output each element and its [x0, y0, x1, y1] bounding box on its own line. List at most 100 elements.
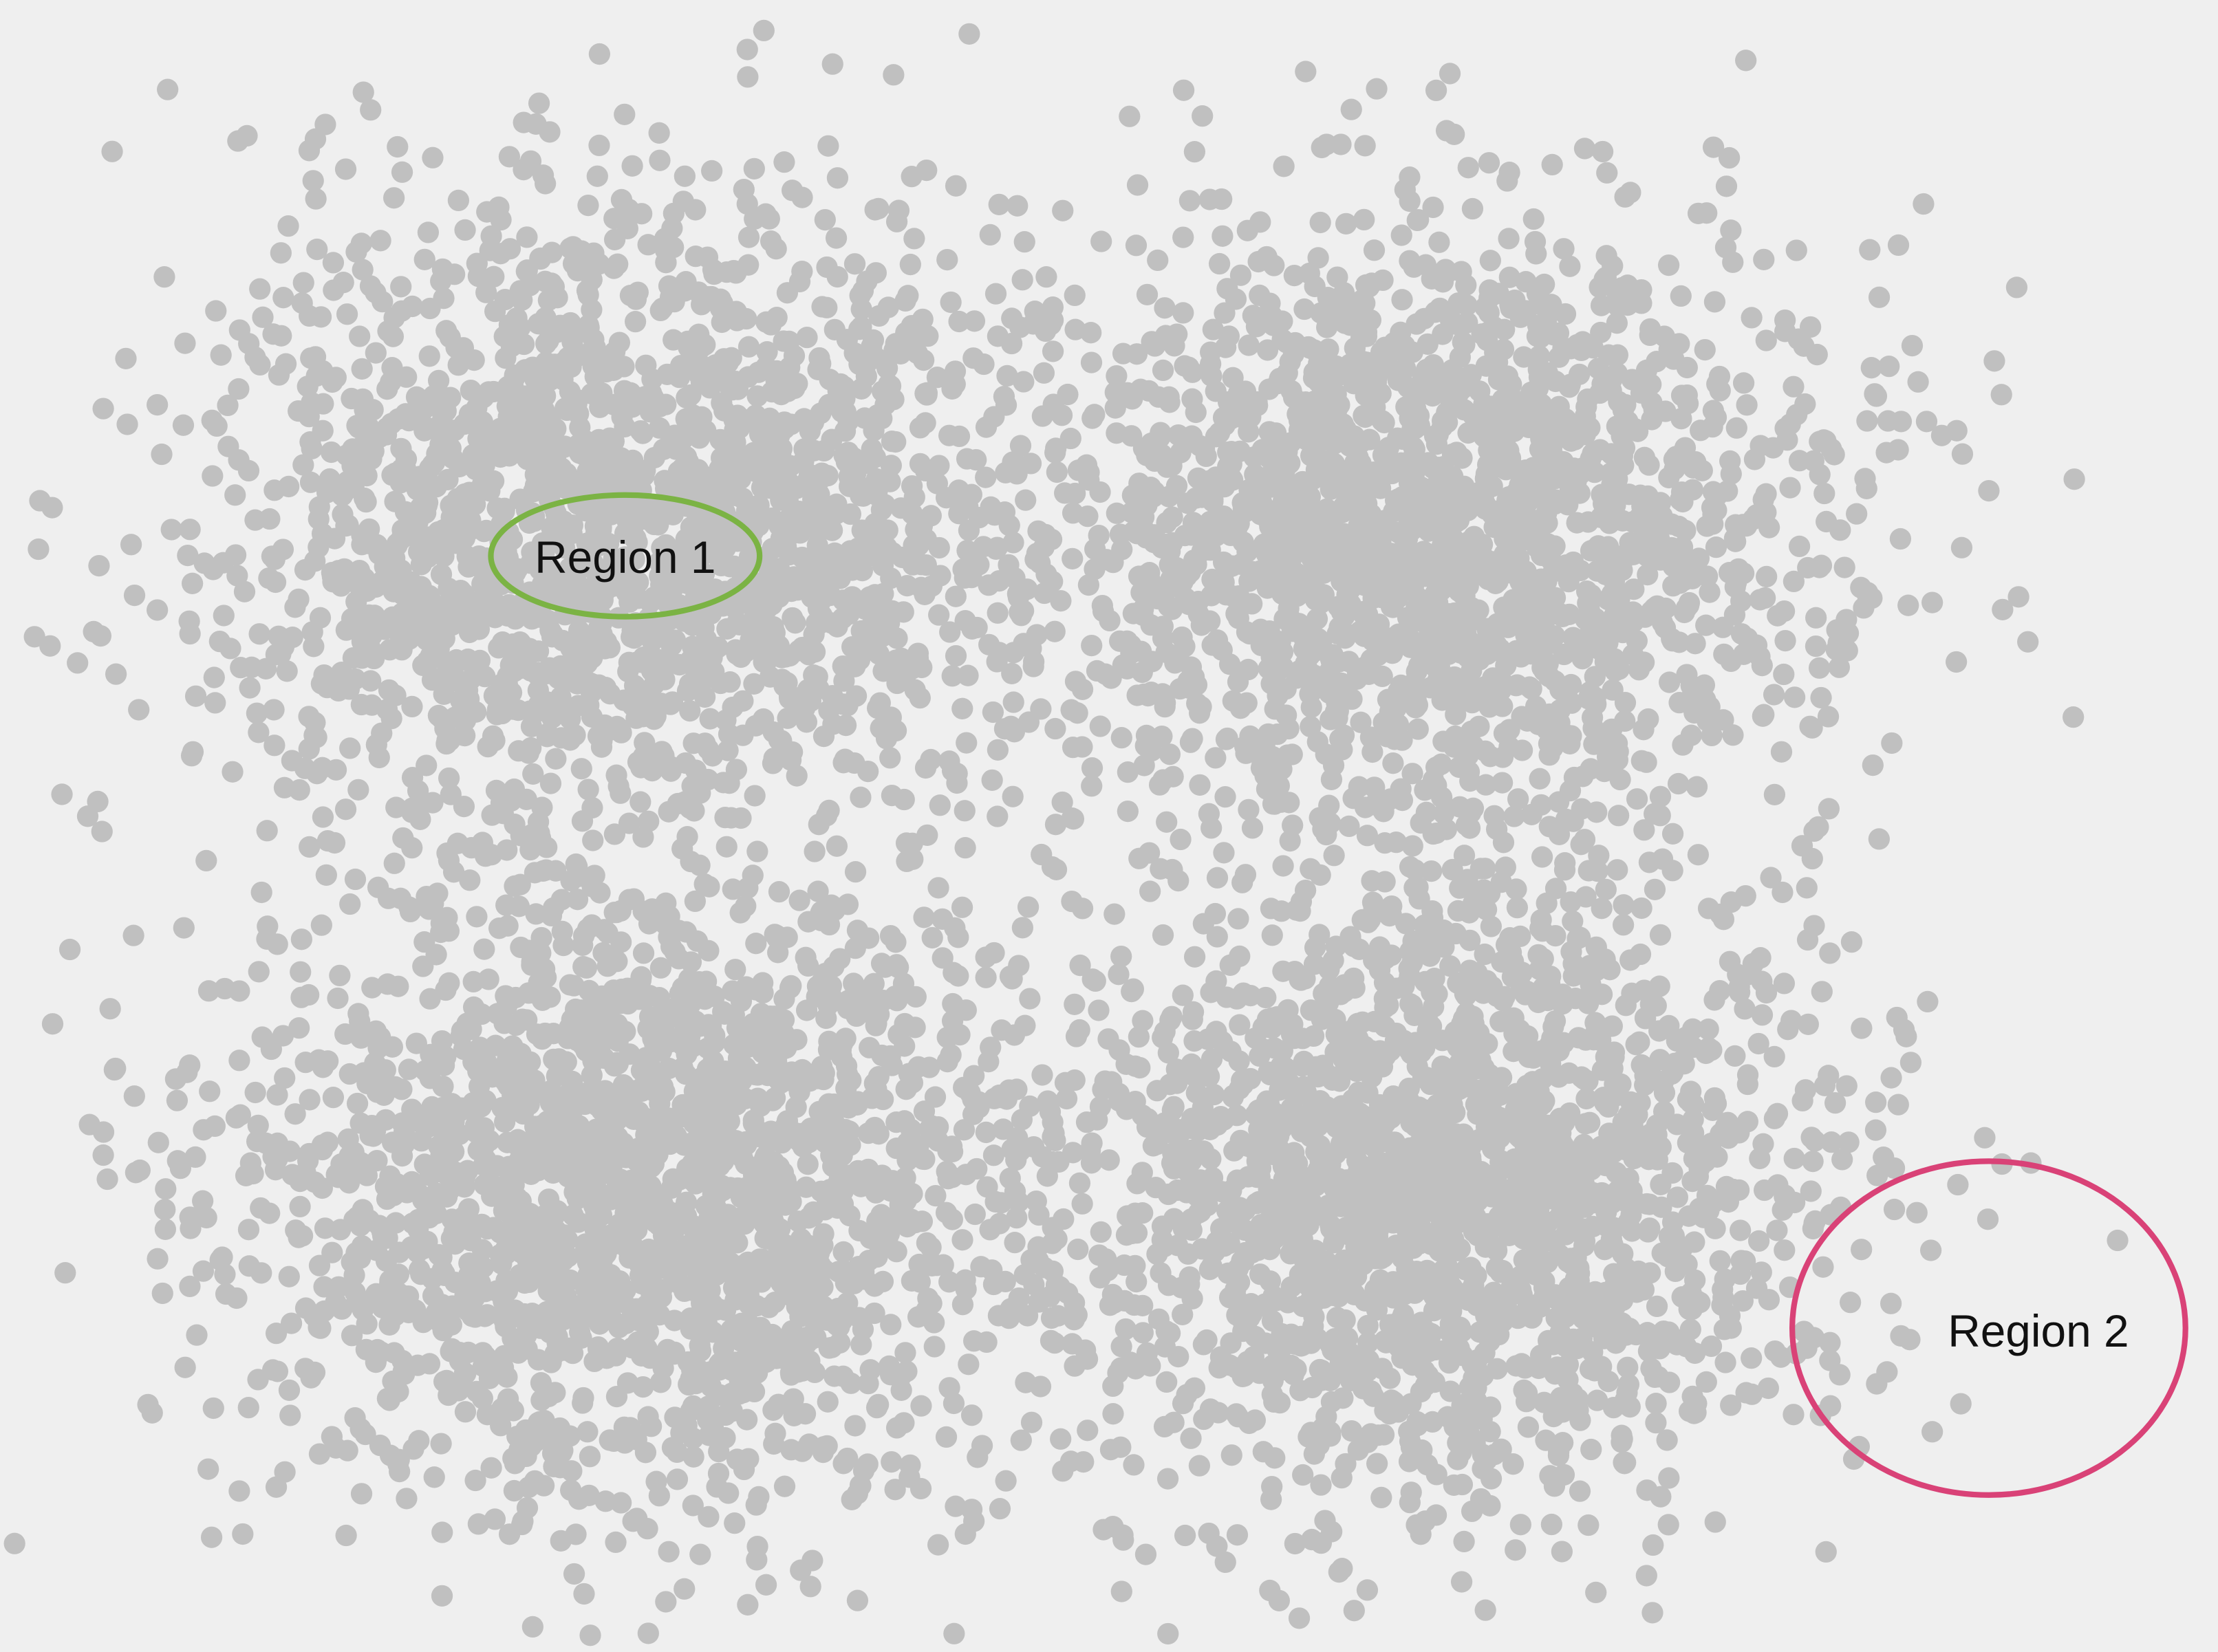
- data-point: [177, 544, 199, 567]
- data-point: [744, 785, 766, 807]
- data-point: [1311, 521, 1333, 543]
- data-point: [1219, 408, 1242, 430]
- data-point: [206, 415, 228, 437]
- data-point: [1241, 817, 1264, 839]
- data-point: [101, 140, 123, 162]
- data-point: [2005, 276, 2028, 298]
- data-point: [586, 165, 608, 187]
- data-point: [363, 605, 385, 627]
- data-point: [1215, 584, 1238, 606]
- data-point: [1001, 307, 1023, 329]
- data-point: [1112, 343, 1134, 365]
- data-point: [352, 81, 374, 103]
- data-point: [1006, 454, 1029, 477]
- data-point: [1333, 282, 1355, 304]
- data-point: [374, 556, 396, 578]
- data-point: [334, 158, 357, 180]
- data-point: [796, 327, 818, 349]
- data-point: [310, 306, 332, 328]
- data-point: [581, 576, 603, 598]
- data-point: [1343, 425, 1365, 447]
- data-point: [1136, 283, 1159, 305]
- data-point: [1441, 497, 1463, 519]
- data-point: [1562, 551, 1584, 574]
- data-point: [1478, 279, 1500, 301]
- data-point: [1387, 713, 1410, 736]
- data-point: [535, 173, 557, 195]
- data-point: [1374, 336, 1396, 358]
- data-point: [1505, 503, 1527, 525]
- data-point: [474, 665, 496, 688]
- data-point: [663, 237, 685, 259]
- data-point: [836, 442, 858, 464]
- data-point: [1671, 536, 1694, 558]
- data-point: [1316, 316, 1338, 338]
- data-point: [1630, 279, 1652, 301]
- data-point: [652, 438, 675, 460]
- data-point: [458, 403, 481, 425]
- data-point: [603, 448, 626, 470]
- data-point: [1531, 657, 1553, 679]
- data-point: [1022, 651, 1045, 673]
- data-point: [1783, 376, 1805, 398]
- data-point: [435, 320, 457, 342]
- data-point: [1826, 619, 1848, 641]
- data-point: [627, 587, 649, 609]
- data-point: [528, 92, 550, 114]
- data-point: [122, 924, 144, 946]
- data-point: [1983, 350, 2005, 372]
- data-point: [477, 736, 499, 758]
- data-point: [1696, 202, 1718, 224]
- data-point: [1763, 684, 1785, 706]
- data-point: [298, 706, 320, 728]
- data-point: [1531, 846, 1553, 868]
- data-point: [1362, 461, 1385, 483]
- data-point: [569, 416, 591, 439]
- data-point: [1077, 574, 1100, 596]
- data-point: [1200, 817, 1223, 839]
- data-point: [762, 616, 784, 638]
- data-point: [1524, 230, 1547, 253]
- data-point: [983, 942, 1005, 964]
- data-point: [702, 369, 724, 391]
- data-point: [1428, 363, 1450, 385]
- data-point: [507, 699, 529, 721]
- data-point: [577, 918, 599, 940]
- data-point: [1159, 391, 1181, 413]
- data-point: [1708, 365, 1731, 388]
- data-point: [270, 242, 292, 264]
- data-point: [516, 226, 538, 248]
- data-point: [1763, 783, 1786, 805]
- data-point: [401, 837, 423, 859]
- data-point: [1659, 671, 1681, 693]
- data-point: [1199, 510, 1221, 533]
- data-point: [1529, 517, 1551, 539]
- data-point: [502, 633, 524, 655]
- data-point: [794, 565, 817, 587]
- data-point: [642, 387, 665, 409]
- data-point: [1010, 605, 1033, 627]
- data-point: [825, 227, 848, 249]
- data-point: [951, 1229, 973, 1251]
- data-point: [217, 435, 239, 457]
- data-point: [1683, 702, 1705, 724]
- data-point: [484, 301, 506, 323]
- data-point: [859, 1036, 881, 1058]
- data-point: [851, 519, 873, 541]
- data-point: [560, 1479, 582, 1501]
- data-point: [696, 529, 718, 551]
- data-point: [1273, 155, 1295, 177]
- data-point: [219, 638, 241, 660]
- data-point: [412, 654, 434, 677]
- data-point: [582, 829, 604, 851]
- data-point: [1633, 446, 1656, 468]
- data-point: [677, 451, 700, 473]
- data-point: [151, 443, 173, 466]
- data-point: [909, 687, 931, 709]
- data-point: [409, 808, 431, 830]
- data-point: [1166, 323, 1188, 345]
- data-point: [1009, 435, 1032, 457]
- data-point: [1362, 372, 1384, 394]
- data-point: [699, 708, 721, 730]
- data-point: [529, 464, 552, 486]
